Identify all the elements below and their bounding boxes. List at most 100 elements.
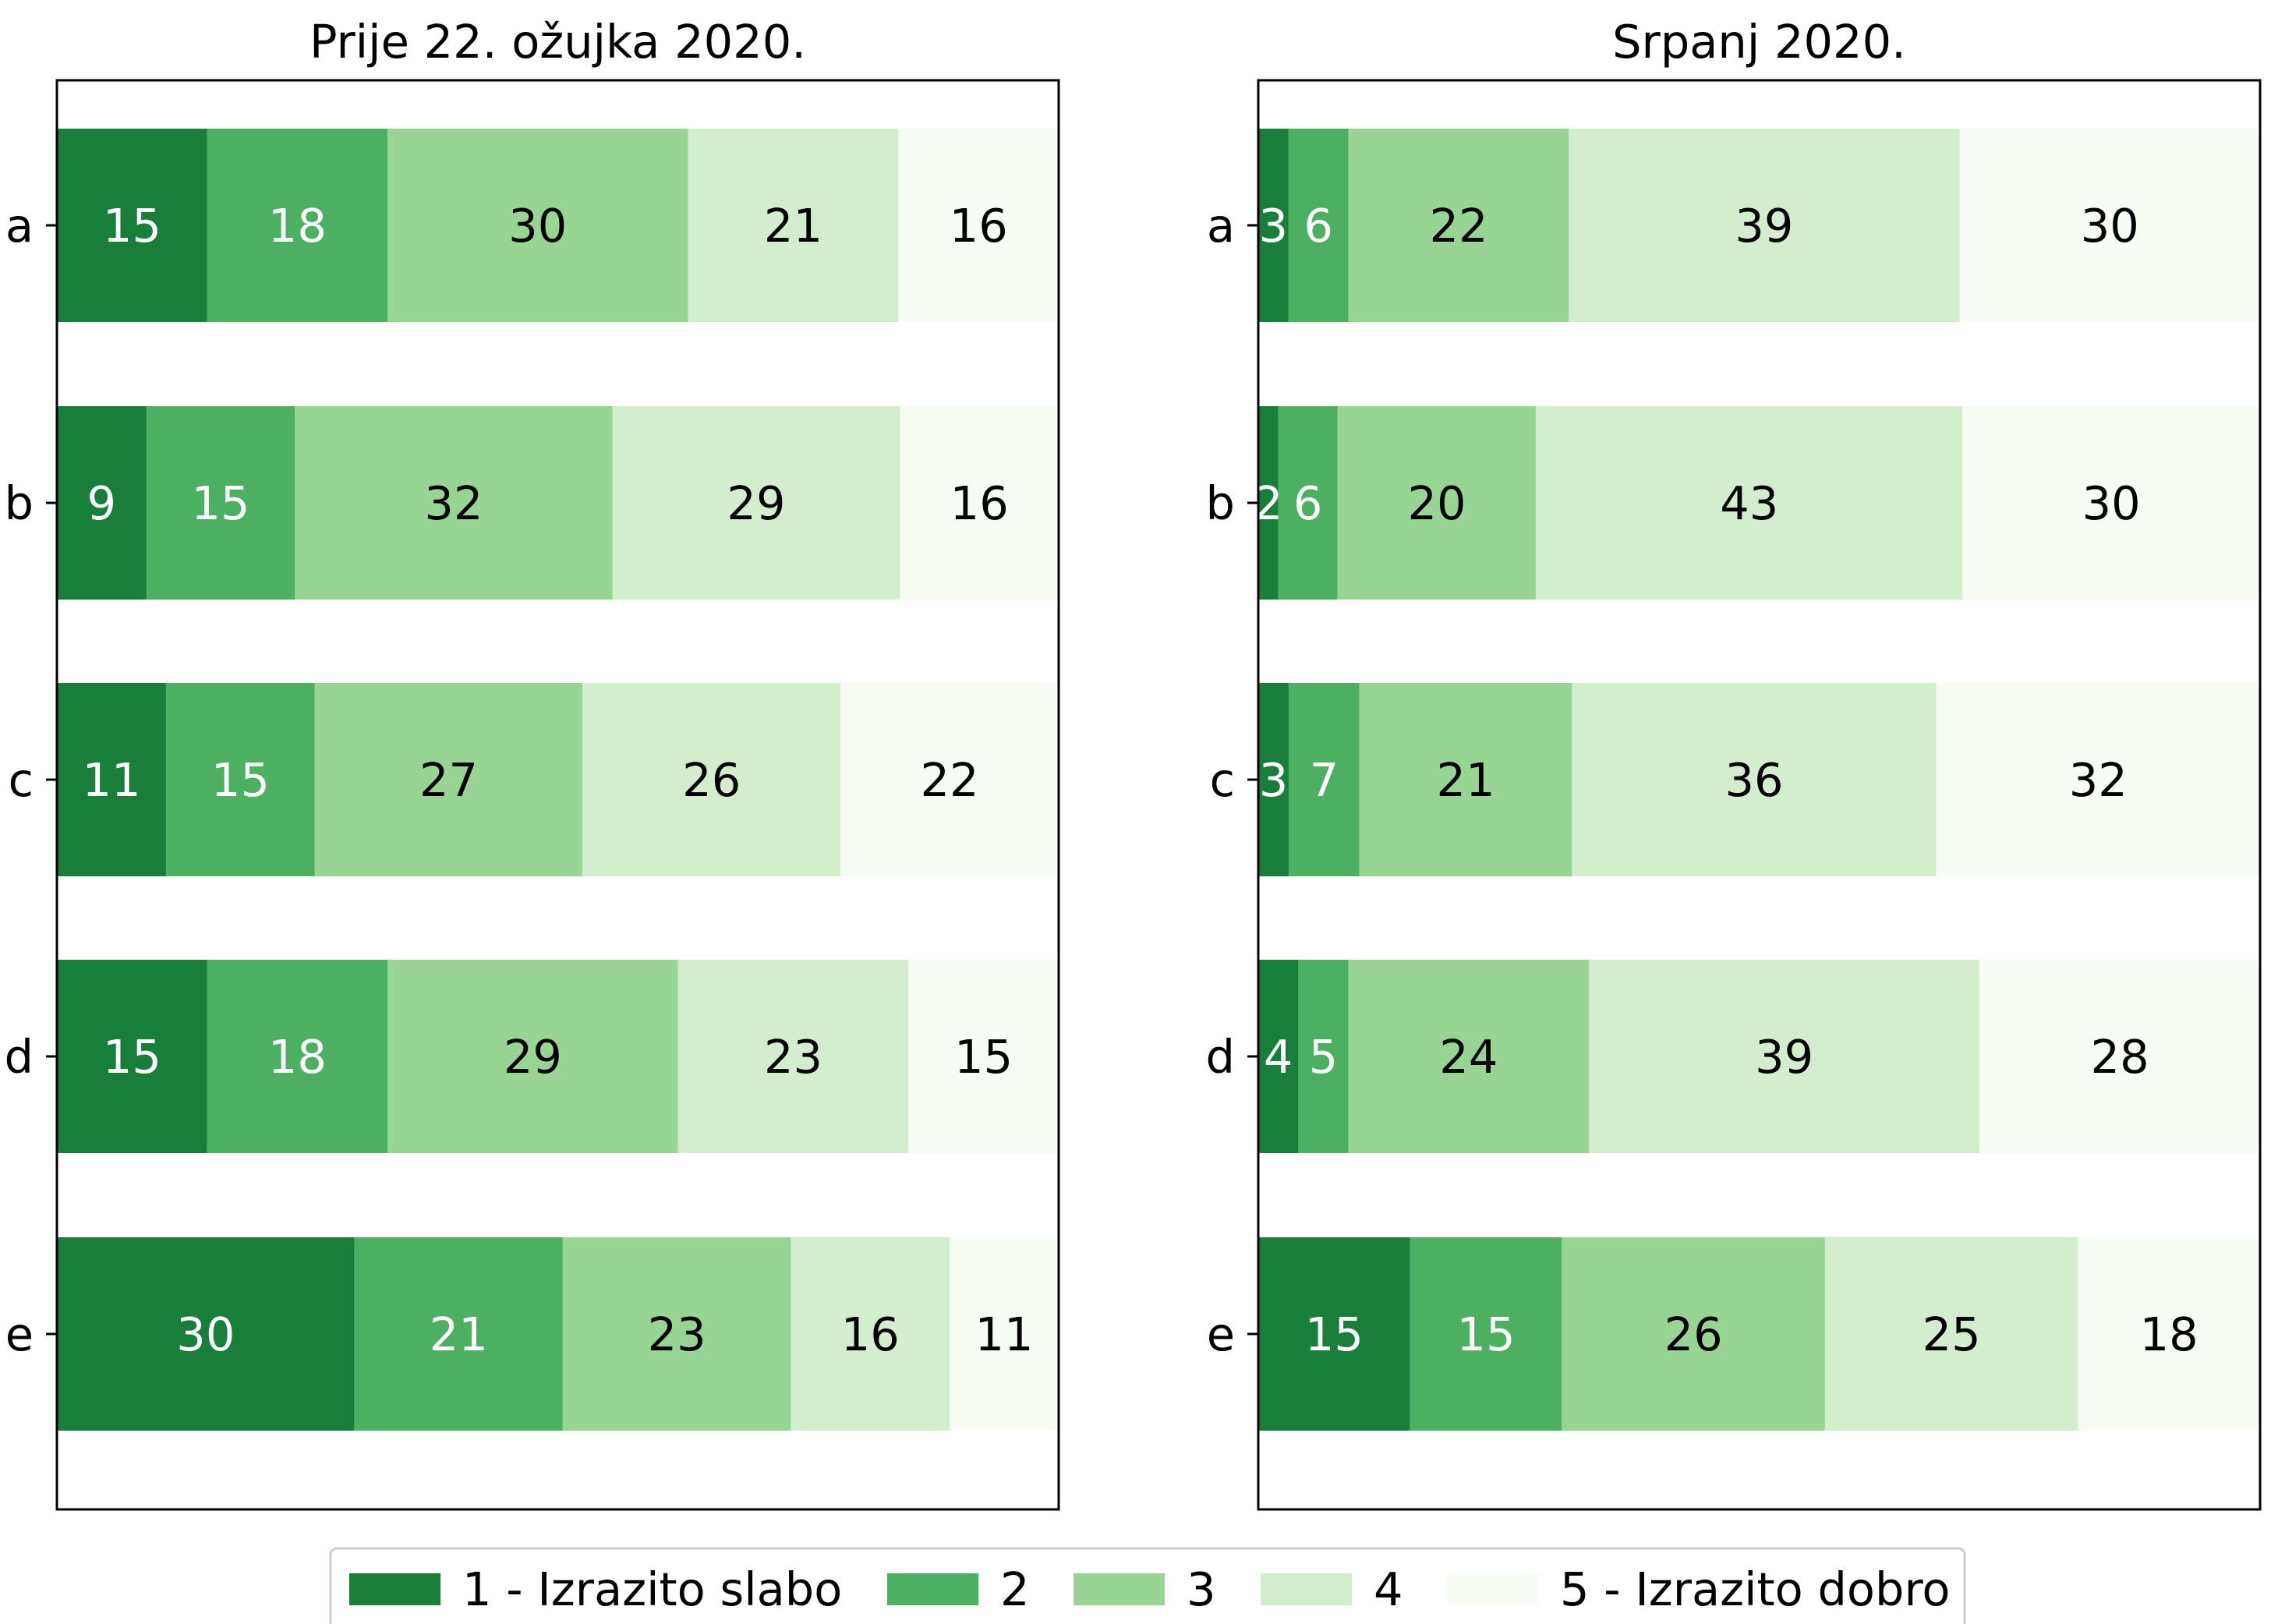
y-tick-label: c (1210, 753, 1235, 807)
bar-segment (1258, 1237, 1410, 1431)
legend-swatch (887, 1573, 978, 1605)
bar-segment (295, 406, 613, 600)
bar-segment (582, 683, 841, 876)
data-label: 30 (508, 199, 567, 253)
data-label: 4 (1264, 1030, 1293, 1084)
y-tick-label: a (1207, 199, 1235, 253)
bar-segment (1569, 129, 1960, 322)
data-label: 16 (841, 1307, 900, 1361)
bar-segment (1562, 1237, 1825, 1431)
data-label: 15 (954, 1030, 1013, 1084)
bar-segment (354, 1237, 563, 1431)
data-label: 36 (1724, 753, 1783, 807)
legend-label: 4 (1374, 1562, 1403, 1616)
bar-segment (1337, 406, 1537, 600)
bar-segment (57, 960, 207, 1153)
legend-swatch (1261, 1573, 1352, 1605)
data-label: 22 (921, 753, 979, 807)
data-label: 11 (975, 1307, 1033, 1361)
bar-segment (165, 683, 315, 876)
bar-segment (688, 129, 899, 322)
bar-segment (1278, 406, 1338, 600)
data-label: 32 (424, 476, 483, 530)
bar-segment (1298, 960, 1349, 1153)
y-tick-label: a (5, 199, 34, 253)
bar-segment (387, 960, 678, 1153)
data-label: 15 (103, 1030, 161, 1084)
axes-frame (55, 79, 1060, 1511)
bar-segment (314, 683, 583, 876)
data-label: 23 (648, 1307, 706, 1361)
y-tick-label: b (1206, 476, 1235, 530)
chart-title: Prije 22. ožujka 2020. (310, 15, 806, 69)
bar-segment (207, 129, 388, 322)
data-label: 30 (2082, 476, 2141, 530)
data-label: 15 (1457, 1307, 1516, 1361)
legend-swatch (1447, 1573, 1538, 1605)
legend-swatch (1074, 1573, 1165, 1605)
y-tick-label: d (1206, 1030, 1235, 1084)
bar-segment (1589, 960, 1980, 1153)
bar-segment (57, 129, 207, 322)
y-tick-label: e (1207, 1307, 1235, 1361)
data-label: 21 (764, 199, 822, 253)
data-label: 18 (2140, 1307, 2198, 1361)
data-label: 24 (1439, 1030, 1498, 1084)
bar-segment (1348, 960, 1590, 1153)
bar-segment (677, 960, 909, 1153)
data-label: 9 (87, 476, 116, 530)
bar-segment (146, 406, 295, 600)
data-label: 3 (1259, 199, 1289, 253)
bar-segment (900, 406, 1059, 600)
bar-segment (57, 406, 147, 600)
chart-title: Srpanj 2020. (1612, 15, 1906, 69)
y-tick-label: e (5, 1307, 34, 1361)
data-label: 30 (2081, 199, 2139, 253)
data-label: 18 (268, 199, 327, 253)
data-label: 39 (1755, 1030, 1813, 1084)
data-label: 6 (1303, 199, 1333, 253)
bar-segment (898, 129, 1059, 322)
bar-segment (207, 960, 388, 1153)
bar-segment (387, 129, 688, 322)
data-label: 3 (1259, 753, 1289, 807)
data-label: 22 (1429, 199, 1487, 253)
axes-frame (1257, 79, 2262, 1511)
bar-segment (950, 1237, 1059, 1431)
y-tick-label: b (5, 476, 34, 530)
bar-segment (1979, 960, 2260, 1153)
bar-segment (908, 960, 1059, 1153)
legend-swatch (349, 1573, 440, 1605)
data-label: 21 (430, 1307, 488, 1361)
y-tick-label: c (9, 753, 34, 807)
bar-segment (1824, 1237, 2078, 1431)
bar-segment (57, 1237, 355, 1431)
bar-segment (1962, 406, 2260, 600)
bar-segment (1959, 129, 2260, 322)
bar-segment (1258, 960, 1299, 1153)
bar-segment (1288, 683, 1360, 876)
data-label: 29 (504, 1030, 562, 1084)
data-label: 32 (2069, 753, 2128, 807)
bar-segment (1936, 683, 2260, 876)
legend-label: 2 (1000, 1562, 1030, 1616)
data-label: 16 (950, 199, 1008, 253)
bar-segment (1410, 1237, 1562, 1431)
legend-label: 1 - Izrazito slabo (462, 1562, 842, 1616)
data-label: 21 (1437, 753, 1495, 807)
data-label: 23 (764, 1030, 822, 1084)
data-label: 43 (1720, 476, 1778, 530)
legend-label: 3 (1187, 1562, 1216, 1616)
y-tick-label: d (5, 1030, 34, 1084)
bar-segment (1536, 406, 1963, 600)
data-label: 29 (727, 476, 785, 530)
bar-segment (1288, 129, 1349, 322)
bar-segment (1258, 683, 1289, 876)
data-label: 27 (419, 753, 478, 807)
bar-segment (1359, 683, 1572, 876)
bar-segment (57, 683, 166, 876)
data-label: 30 (176, 1307, 235, 1361)
